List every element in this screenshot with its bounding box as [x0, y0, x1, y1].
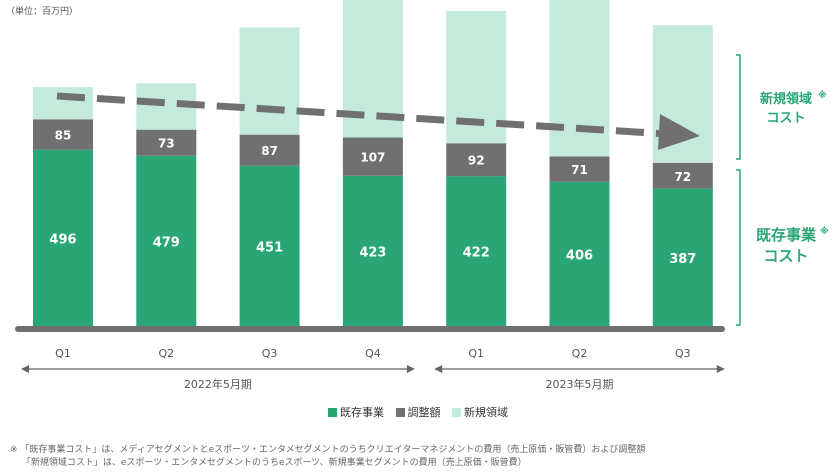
legend: 既存事業 調整額 新規領域: [0, 404, 836, 420]
period-label: 2022年5月期: [184, 377, 252, 391]
data-label-existing: 387: [669, 252, 696, 267]
legend-swatch-existing: [328, 407, 337, 417]
footnote-existing: ※ 「既存事業コスト」は、メディアセグメントとeスポーツ・エンタメセグメントのう…: [10, 445, 646, 455]
data-label-adjustment: 85: [55, 128, 72, 142]
period-arrow-left: [21, 365, 29, 373]
data-label-adjustment: 107: [360, 151, 385, 165]
side-label-new-mark: ※: [818, 90, 827, 101]
bar-segment-existing: [549, 181, 610, 327]
bar-segment-existing: [342, 175, 403, 327]
x-tick-label: Q3: [262, 347, 278, 360]
legend-label-new: 新規領域: [464, 406, 508, 419]
cost-chart: 496 85 Q1 479 73 Q2 451 87 Q3 423 107 Q4 422 92 Q1 406 7…: [15, 0, 829, 391]
side-label-new-cost: コスト: [766, 111, 805, 126]
data-label-existing: 423: [359, 245, 386, 260]
legend-item-new: 新規領域: [452, 404, 508, 420]
data-label-existing: 496: [49, 232, 76, 247]
bar-segment-new: [33, 87, 93, 120]
bar-segment-new: [239, 27, 300, 135]
x-tick-label: Q3: [675, 347, 691, 360]
bar-segment-existing: [446, 176, 507, 327]
x-tick-label: Q2: [158, 347, 174, 360]
data-label-adjustment: 72: [674, 170, 691, 184]
legend-item-adjustment: 調整額: [395, 404, 441, 420]
period-label: 2023年5月期: [546, 377, 614, 391]
trend-arrow-head: [658, 114, 700, 150]
data-label-existing: 406: [566, 248, 593, 263]
side-label-existing-title: 既存事業: [756, 226, 817, 244]
data-label-adjustment: 71: [571, 163, 588, 177]
bar-segment-adjustment: [239, 134, 300, 166]
data-label-existing: 479: [153, 235, 180, 250]
data-label-adjustment: 73: [158, 137, 175, 151]
bar-segment-existing: [33, 149, 93, 327]
data-label-adjustment: 92: [468, 154, 485, 168]
trend-arrow-line: [56, 92, 669, 138]
data-label-existing: 451: [256, 240, 283, 255]
period-arrow-right: [716, 365, 725, 373]
bar-segment-adjustment: [446, 143, 507, 177]
bar-segment-existing: [136, 155, 197, 327]
legend-item-existing: 既存事業: [328, 404, 384, 420]
side-label-new-title: 新規領域: [760, 91, 812, 107]
bracket-new: [736, 54, 741, 160]
period-arrow-right: [406, 365, 415, 373]
x-tick-label: Q1: [55, 347, 71, 360]
data-label-existing: 422: [463, 246, 490, 261]
bar-segment-adjustment: [33, 119, 93, 150]
x-tick-label: Q2: [572, 347, 588, 360]
bar-segment-adjustment: [652, 162, 713, 189]
legend-label-existing: 既存事業: [340, 406, 384, 419]
side-label-existing-mark: ※: [820, 226, 829, 237]
data-label-adjustment: 87: [261, 144, 278, 158]
x-tick-label: Q4: [365, 347, 381, 360]
legend-swatch-new: [452, 407, 461, 417]
bar-segment-adjustment: [342, 137, 403, 176]
unit-label: （単位：百万円）: [6, 7, 79, 17]
footnote-new: 「新規領域コスト」は、eスポーツ・エンタメセグメントのうちeスポーツ、新規事業セ…: [10, 458, 527, 468]
bar-segment-existing: [652, 188, 713, 327]
bar-segment-existing: [239, 165, 300, 327]
legend-label-adjustment: 調整額: [407, 406, 441, 419]
bar-segment-adjustment: [136, 129, 197, 156]
period-arrow-left: [434, 365, 443, 373]
bracket-existing: [736, 169, 741, 326]
legend-swatch-adjustment: [395, 407, 405, 417]
x-tick-label: Q1: [468, 347, 484, 360]
side-label-existing-cost: コスト: [763, 247, 808, 265]
bar-segment-adjustment: [549, 156, 610, 182]
